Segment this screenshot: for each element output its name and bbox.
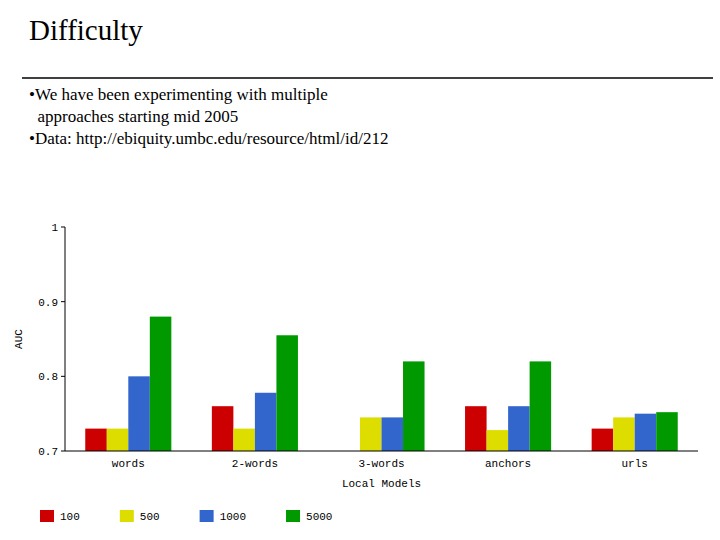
annotation: •Data: http://ebiquity.umbc.edu/resource… [29, 129, 388, 148]
legend-swatch [120, 510, 134, 522]
bar [360, 417, 382, 451]
background [0, 0, 720, 540]
legend: 100 500 1000 5000 [40, 510, 332, 523]
y-axis-line [65, 227, 66, 451]
annotation: •We have been experimenting with multipl… [29, 85, 328, 104]
bar [613, 417, 635, 451]
bar [150, 317, 172, 451]
annotation: approaches starting mid 2005 [29, 107, 238, 126]
y-tick-label: 0.8 [38, 371, 58, 383]
bar [530, 361, 552, 451]
legend-label: 100 [60, 511, 80, 523]
bar [276, 335, 298, 451]
y-tick [61, 376, 65, 377]
x-axis-label: Local Models [342, 478, 421, 490]
bar [465, 406, 487, 451]
legend-swatch [40, 510, 54, 522]
legend-label: 500 [140, 511, 160, 523]
y-tick [61, 451, 65, 452]
chart: Difficulty •We have been experimenting wi… [0, 0, 720, 540]
bar [255, 393, 277, 451]
title: Difficulty [29, 14, 143, 46]
x-tick-label: 2-words [232, 458, 278, 470]
bar [85, 429, 107, 451]
bars [85, 317, 677, 451]
x-tick-label: 3-words [358, 458, 404, 470]
bar [656, 412, 678, 451]
y-tick-label: 1 [51, 222, 58, 234]
bar [487, 430, 509, 451]
bar [403, 361, 425, 451]
bar [635, 414, 657, 451]
y-tick-label: 0.9 [38, 297, 58, 309]
bar [107, 429, 129, 451]
y-axis-label: AUC [13, 329, 25, 349]
legend-label: 1000 [220, 511, 246, 523]
x-axis-line [65, 451, 698, 452]
x-tick-label: words [112, 458, 145, 470]
bar [382, 417, 404, 451]
bar [508, 406, 530, 451]
bar [592, 429, 614, 451]
x-tick-label: anchors [485, 458, 531, 470]
bar [128, 376, 150, 451]
y-tick [61, 227, 65, 228]
y-tick [61, 301, 65, 302]
legend-swatch [286, 510, 300, 522]
bar [212, 406, 234, 451]
x-tick-label: urls [621, 458, 647, 470]
y-tick-label: 0.7 [38, 446, 58, 458]
bar [233, 429, 255, 451]
legend-swatch [200, 510, 214, 522]
title-rule [22, 77, 713, 79]
legend-label: 5000 [306, 511, 332, 523]
